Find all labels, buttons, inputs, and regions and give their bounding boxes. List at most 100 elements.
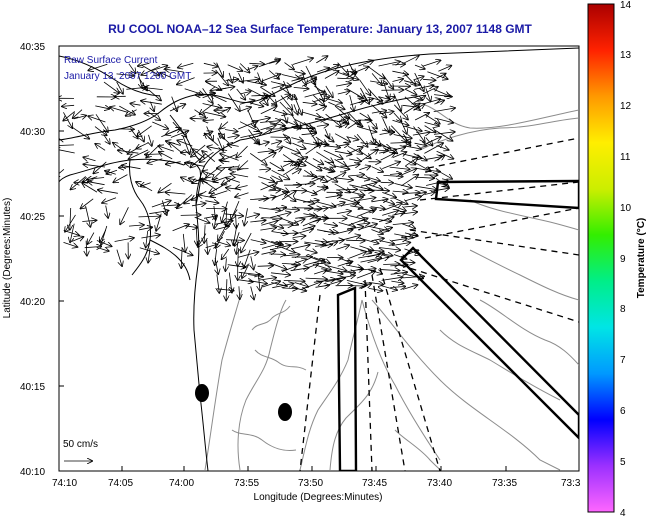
current-vector (358, 61, 373, 67)
current-vector (71, 237, 84, 242)
current-vector (413, 104, 425, 111)
current-vector (269, 162, 284, 170)
current-vector (217, 167, 238, 169)
current-vector (258, 278, 276, 281)
colorbar-ticks: 14 13 12 11 10 9 8 7 6 5 4 (620, 0, 632, 519)
current-vector (87, 178, 105, 180)
current-vector (438, 66, 451, 72)
current-vector (404, 80, 420, 85)
current-vector (392, 223, 413, 225)
current-vector (346, 164, 359, 166)
current-vector (379, 241, 394, 244)
current-vector (219, 160, 230, 162)
current-vector (358, 126, 377, 132)
current-vector (357, 198, 376, 201)
current-vector (302, 102, 317, 104)
current-vector (215, 257, 218, 274)
current-vector (316, 56, 327, 64)
current-vector (317, 201, 335, 207)
current-vector (63, 242, 78, 247)
current-vector (103, 134, 110, 144)
current-vector (280, 246, 295, 253)
current-vector (59, 149, 75, 154)
current-vector (235, 232, 240, 246)
current-vector (292, 58, 313, 65)
x-tick-label: 74:00 (169, 478, 194, 489)
current-vector (260, 183, 277, 191)
current-vector (215, 226, 229, 229)
current-vector (334, 151, 352, 154)
current-vector (282, 209, 299, 210)
current-vector (291, 138, 303, 141)
current-vector (394, 183, 412, 187)
current-vector (214, 214, 216, 228)
radar-beam-8 (427, 137, 579, 169)
current-vector (403, 104, 420, 114)
current-vector (389, 167, 410, 169)
current-vector (144, 88, 163, 90)
bathy-contour-12 (254, 349, 307, 371)
current-vector (139, 227, 152, 230)
x-tick-label: 73:35 (492, 478, 517, 489)
current-vector (239, 121, 259, 132)
current-vector (424, 143, 443, 154)
current-vector (305, 278, 327, 279)
current-vector (412, 132, 430, 135)
current-vector (251, 256, 254, 269)
current-vector (240, 92, 250, 94)
current-vector (126, 109, 137, 116)
current-vector (404, 88, 417, 95)
current-vector (141, 235, 159, 238)
current-vector (207, 147, 228, 151)
current-vector (290, 219, 304, 225)
current-vector (303, 73, 306, 85)
current-vector (257, 151, 273, 153)
current-vector (325, 119, 345, 122)
bathy-contour-6 (329, 371, 379, 471)
colorbar-tick-label: 6 (620, 406, 626, 417)
current-vector (301, 282, 322, 290)
current-vector (271, 169, 290, 179)
current-vector (435, 169, 452, 179)
current-vector (165, 192, 186, 194)
current-vector (200, 151, 214, 162)
coastline-west (59, 55, 161, 97)
current-vector (181, 152, 192, 153)
coastline-bay-shore (129, 159, 151, 276)
current-vector (203, 63, 218, 66)
current-vector (372, 218, 391, 221)
current-vector (393, 147, 405, 150)
current-vector (203, 171, 214, 175)
current-vector (356, 67, 369, 72)
current-vector (259, 96, 271, 103)
current-vector (219, 134, 230, 144)
current-vector (282, 162, 294, 167)
current-vector (337, 118, 349, 123)
radar-beam-5 (399, 264, 579, 323)
current-vector (239, 280, 253, 282)
current-vector (358, 99, 373, 104)
current-vector (260, 121, 280, 123)
current-vector (356, 209, 376, 217)
current-vector (305, 191, 316, 195)
current-vector (325, 195, 342, 197)
current-vector (282, 288, 298, 289)
current-vector (249, 63, 264, 64)
current-vector (272, 192, 288, 199)
current-vector (358, 149, 371, 158)
current-vector (138, 63, 150, 66)
current-vector (305, 143, 322, 155)
current-vector (328, 202, 344, 209)
current-vector (217, 274, 219, 293)
current-vector (392, 64, 405, 65)
current-vector (204, 225, 205, 243)
current-vector (349, 252, 366, 259)
current-vector (244, 208, 247, 225)
current-vector (283, 127, 302, 128)
current-vector (280, 233, 298, 234)
current-vector (380, 153, 395, 161)
current-vector (294, 104, 298, 114)
current-vector (334, 133, 350, 142)
current-vector (238, 272, 260, 275)
current-vector (226, 240, 244, 241)
